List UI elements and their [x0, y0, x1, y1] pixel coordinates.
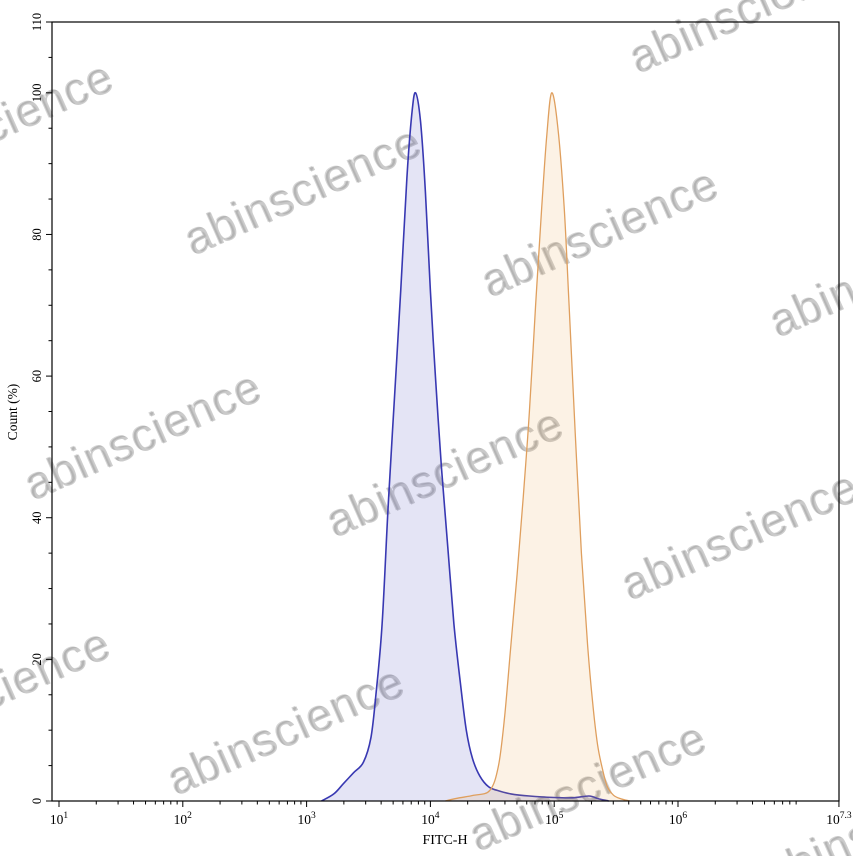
series-blue-peak-line: [321, 91, 609, 802]
series-orange-peak-line: [445, 92, 630, 802]
series-blue-peak-area: [321, 92, 609, 801]
y-axis-label: Count (%): [5, 383, 20, 441]
y-tick-label: 60: [30, 370, 44, 383]
y-tick-label: 40: [30, 511, 44, 524]
y-tick-label: 110: [30, 13, 44, 31]
y-tick-label: 100: [30, 83, 44, 102]
x-tick-label: 102: [174, 811, 193, 827]
x-tick-label: 105: [545, 811, 564, 827]
y-tick-label: 80: [30, 228, 44, 241]
y-tick-label: 20: [30, 653, 44, 666]
x-tick-label: 103: [297, 811, 316, 827]
y-tick-label: 0: [30, 798, 44, 804]
x-tick-label: 101: [50, 811, 69, 827]
x-tick-label: 107.3: [826, 811, 852, 827]
x-tick-label: 106: [669, 811, 688, 827]
series-orange-peak-area: [445, 92, 630, 801]
x-axis-label: FITC-H: [422, 833, 468, 848]
x-tick-label: 104: [421, 811, 440, 827]
